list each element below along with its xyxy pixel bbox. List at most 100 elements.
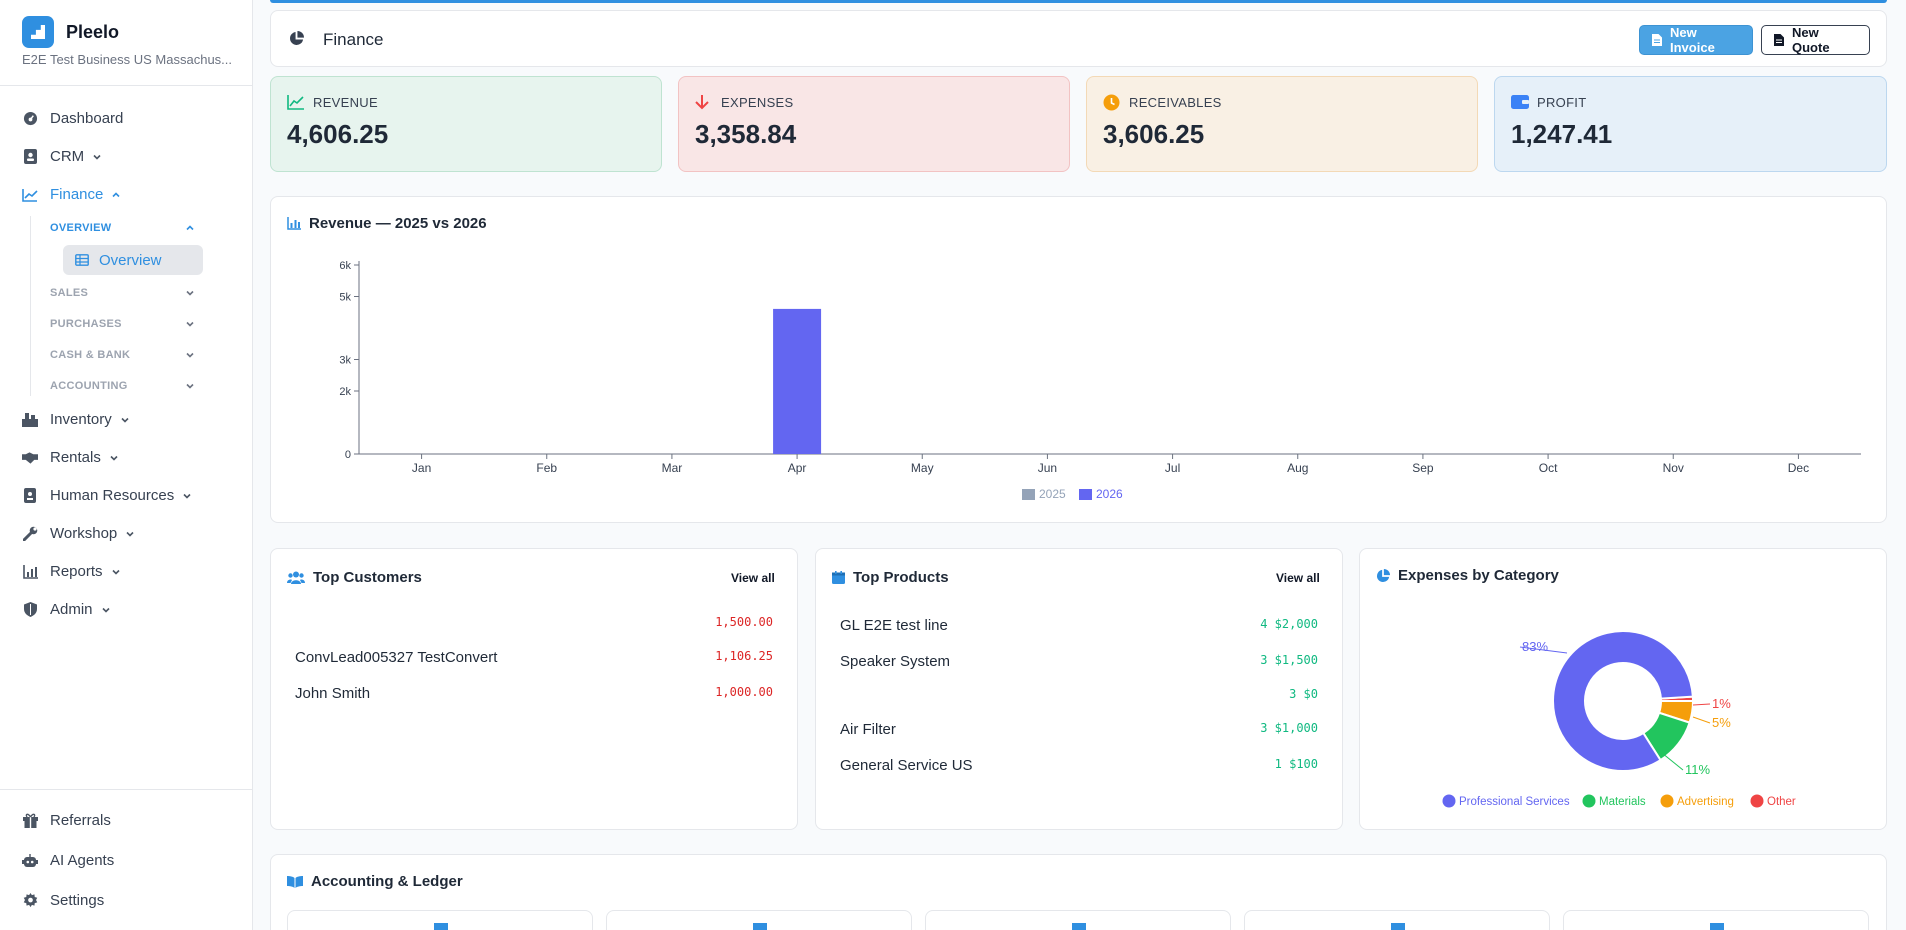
kpi-receivables[interactable]: RECEIVABLES 3,606.25 xyxy=(1086,76,1478,172)
legend-dot xyxy=(1442,794,1456,808)
handshake-icon xyxy=(22,450,38,466)
kpi-profit[interactable]: PROFIT 1,247.41 xyxy=(1494,76,1887,172)
product-qty-amount: 3 $1,500 xyxy=(1260,653,1318,667)
ledger-tile[interactable] xyxy=(1244,910,1550,930)
list-item[interactable]: 1,500.00 xyxy=(295,615,773,629)
file-icon xyxy=(1652,34,1662,46)
sidebar-item-label: Reports xyxy=(50,563,103,580)
customer-amount: 1,500.00 xyxy=(715,615,773,629)
x-tick-label: Aug xyxy=(1287,461,1308,475)
new-invoice-button[interactable]: New Invoice xyxy=(1639,25,1753,55)
sidebar-item-finance[interactable]: Finance xyxy=(22,186,121,203)
submenu-line xyxy=(30,216,31,396)
slice-value-label: 11% xyxy=(1685,762,1710,777)
section-title-text: Top Customers xyxy=(313,569,422,586)
legend-label: Other xyxy=(1767,796,1796,808)
ledger-tile[interactable] xyxy=(925,910,1231,930)
kpi-label: REVENUE xyxy=(313,95,378,110)
customer-amount: 1,000.00 xyxy=(715,685,773,699)
x-tick-label: Feb xyxy=(536,461,557,475)
sidebar-divider xyxy=(0,789,253,790)
legend-swatch xyxy=(1022,489,1035,500)
chevron-down-icon xyxy=(183,493,191,499)
y-tick-label: 5k xyxy=(339,292,351,304)
legend-label: Professional Services xyxy=(1459,796,1570,808)
chevron-up-icon xyxy=(186,225,194,231)
chevron-down-icon xyxy=(121,417,129,423)
new-invoice-label: New Invoice xyxy=(1670,25,1715,55)
list-item[interactable]: 3 $0 xyxy=(840,687,1318,701)
kpi-value: 1,247.41 xyxy=(1511,119,1613,149)
kpi-label: EXPENSES xyxy=(721,95,794,110)
sidebar-item-workshop[interactable]: Workshop xyxy=(22,525,135,542)
sidebar-item-label: Overview xyxy=(99,251,162,269)
sidebar-item-human-resources[interactable]: Human Resources xyxy=(22,487,192,504)
sidebar-item-rentals[interactable]: Rentals xyxy=(22,449,119,466)
x-tick-label: Dec xyxy=(1788,461,1809,475)
sidebar-item-ai-agents[interactable]: AI Agents xyxy=(22,852,114,869)
revenue-bar-chart: 0 2k 3k 5k 6k Jan Feb Mar Apr May Jun Jul Aug Sep Oct N… xyxy=(339,260,1861,501)
kpi-label: PROFIT xyxy=(1537,95,1587,110)
sidebar: Pleelo E2E Test Business US Massachus...… xyxy=(0,0,253,930)
customer-name: John Smith xyxy=(295,685,371,702)
sidebar-subgroup-sales[interactable]: SALES xyxy=(50,287,195,299)
sidebar-item-dashboard[interactable]: Dashboard xyxy=(22,110,123,127)
donut-slice xyxy=(1552,630,1694,772)
sidebar-item-settings[interactable]: Settings xyxy=(22,892,104,909)
x-tick-label: Jun xyxy=(1038,461,1057,475)
ledger-tile[interactable] xyxy=(287,910,593,930)
page-title: Finance xyxy=(323,30,384,49)
product-qty-amount: 3 $1,000 xyxy=(1260,721,1318,735)
sidebar-subgroup-purchases[interactable]: PURCHASES xyxy=(50,318,195,330)
chevron-down-icon xyxy=(126,531,134,537)
new-quote-label: New Quote xyxy=(1792,25,1830,55)
sidebar-subgroup-cash-bank[interactable]: CASH & BANK xyxy=(50,349,195,361)
sidebar-item-label: Workshop xyxy=(50,525,118,542)
file-icon xyxy=(1774,34,1784,46)
list-item[interactable]: General Service US 1 $100 xyxy=(840,757,1318,774)
list-item[interactable]: GL E2E test line 4 $2,000 xyxy=(840,617,1318,634)
shield-icon xyxy=(22,602,38,618)
kpi-value: 3,358.84 xyxy=(695,119,797,149)
view-all-customers-link[interactable]: View all xyxy=(731,571,775,585)
ledger-tile-icon xyxy=(1710,923,1724,930)
calendar-icon xyxy=(832,571,845,584)
slice-leader-line xyxy=(1692,716,1711,724)
book-open-icon xyxy=(287,875,303,888)
bar-2026 xyxy=(773,308,822,454)
sidebar-item-admin[interactable]: Admin xyxy=(22,601,111,618)
view-all-products-link[interactable]: View all xyxy=(1276,571,1320,585)
customer-name: ConvLead005327 TestConvert xyxy=(295,649,498,666)
product-qty-amount: 4 $2,000 xyxy=(1260,617,1318,631)
chevron-down-icon xyxy=(110,455,118,461)
brand[interactable]: Pleelo xyxy=(22,16,119,48)
expenses-category-title: Expenses by Category xyxy=(1376,567,1559,584)
x-tick-label: Mar xyxy=(662,461,683,475)
revenue-chart-title: Revenue — 2025 vs 2026 xyxy=(287,215,487,232)
y-tick-label: 3k xyxy=(339,355,351,367)
sidebar-item-referrals[interactable]: Referrals xyxy=(22,812,111,829)
x-tick-label: Jan xyxy=(412,461,431,475)
sidebar-item-reports[interactable]: Reports xyxy=(22,563,121,580)
x-tick-label: Nov xyxy=(1663,461,1684,475)
list-item[interactable]: Speaker System 3 $1,500 xyxy=(840,653,1318,670)
chevron-down-icon xyxy=(186,321,194,327)
sidebar-subgroup-overview[interactable]: OVERVIEW xyxy=(50,222,195,234)
sidebar-subgroup-accounting[interactable]: ACCOUNTING xyxy=(50,380,195,392)
ledger-tile-icon xyxy=(434,923,448,930)
kpi-revenue[interactable]: REVENUE 4,606.25 xyxy=(270,76,662,172)
sidebar-item-crm[interactable]: CRM xyxy=(22,148,102,165)
ledger-tile[interactable] xyxy=(1563,910,1869,930)
sidebar-item-label: Referrals xyxy=(50,812,111,829)
brand-name: Pleelo xyxy=(66,21,120,42)
ledger-tile[interactable] xyxy=(606,910,912,930)
sidebar-item-overview[interactable]: Overview xyxy=(63,245,203,275)
gift-icon xyxy=(22,813,38,829)
list-item[interactable]: Air Filter 3 $1,000 xyxy=(840,721,1318,738)
kpi-expenses[interactable]: EXPENSES 3,358.84 xyxy=(678,76,1070,172)
list-item[interactable]: ConvLead005327 TestConvert 1,106.25 xyxy=(295,649,773,666)
sidebar-item-label: CRM xyxy=(50,148,85,165)
new-quote-button[interactable]: New Quote xyxy=(1761,25,1870,55)
list-item[interactable]: John Smith 1,000.00 xyxy=(295,685,773,702)
sidebar-item-inventory[interactable]: Inventory xyxy=(22,411,130,428)
